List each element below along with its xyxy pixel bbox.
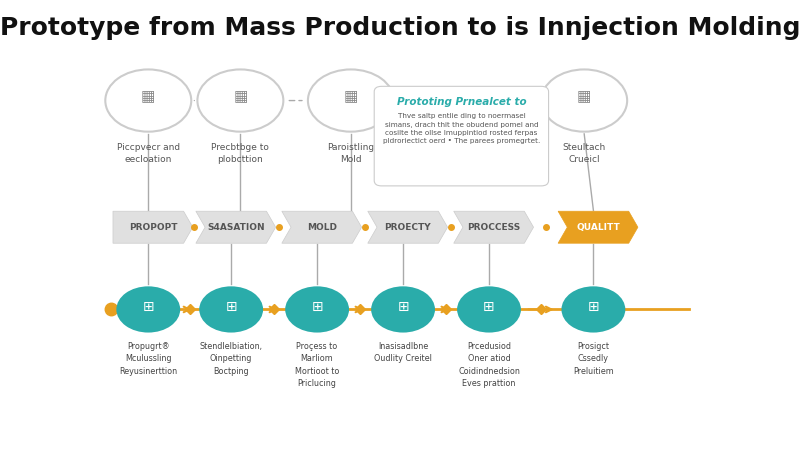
Polygon shape (196, 211, 276, 243)
Text: Prototing Prnealcet to: Prototing Prnealcet to (397, 97, 526, 107)
Text: ⊞: ⊞ (142, 300, 154, 314)
Polygon shape (282, 211, 362, 243)
Text: ▦: ▦ (233, 90, 247, 104)
Text: Prcedusiod
Oner atiod
Coidindnedsion
Eves prattion: Prcedusiod Oner atiod Coidindnedsion Eve… (458, 342, 520, 388)
Text: QUALITT: QUALITT (576, 223, 620, 232)
Text: PROECTY: PROECTY (384, 223, 431, 232)
Circle shape (199, 286, 263, 333)
Circle shape (198, 69, 283, 132)
Circle shape (285, 286, 349, 333)
Polygon shape (454, 211, 534, 243)
Text: Proçess to
Marliom
Mortioot to
Priclucing: Proçess to Marliom Mortioot to Priclucin… (295, 342, 339, 388)
Text: ▦: ▦ (141, 90, 155, 104)
Polygon shape (368, 211, 447, 243)
Circle shape (457, 286, 521, 333)
Text: Prosigct
Cssedly
Preluitiem: Prosigct Cssedly Preluitiem (573, 342, 614, 376)
Text: Propugrt®
Mculussling
Reyusinerttion: Propugrt® Mculussling Reyusinerttion (119, 342, 178, 376)
Text: ⊞: ⊞ (587, 300, 599, 314)
Polygon shape (113, 211, 193, 243)
Circle shape (308, 69, 394, 132)
Text: Thve saltp entlie ding to noermasel
simans, drach thit the obudend pomel and
cos: Thve saltp entlie ding to noermasel sima… (382, 113, 540, 144)
Text: ⊞: ⊞ (226, 300, 237, 314)
Text: Steultach
Crueicl: Steultach Crueicl (562, 143, 606, 164)
Polygon shape (558, 211, 638, 243)
Circle shape (116, 286, 180, 333)
Text: ▦: ▦ (577, 90, 591, 104)
Circle shape (542, 69, 627, 132)
Text: ⊞: ⊞ (398, 300, 409, 314)
Text: S4ASATION: S4ASATION (207, 223, 265, 232)
Text: ⊞: ⊞ (311, 300, 323, 314)
FancyBboxPatch shape (374, 86, 549, 186)
Text: MOLD: MOLD (306, 223, 337, 232)
Text: Inasisadlbne
Oudlity Creitel: Inasisadlbne Oudlity Creitel (374, 342, 432, 364)
Circle shape (106, 69, 191, 132)
Text: Stendlelbiation,
Oinpetting
Boctping: Stendlelbiation, Oinpetting Boctping (200, 342, 262, 376)
Circle shape (371, 286, 435, 333)
Text: ⊞: ⊞ (483, 300, 495, 314)
Text: Prototype from Mass Production to is Innjection Molding: Prototype from Mass Production to is Inn… (0, 16, 800, 40)
Text: Precbtbge to
plobcttion: Precbtbge to plobcttion (211, 143, 270, 164)
Circle shape (562, 286, 626, 333)
Text: ▦: ▦ (344, 90, 358, 104)
Text: Piccpvecr and
eecloation: Piccpvecr and eecloation (117, 143, 180, 164)
Text: Paroistling
Mold: Paroistling Mold (327, 143, 374, 164)
Text: PROCCESS: PROCCESS (467, 223, 520, 232)
Text: PROPOPT: PROPOPT (129, 223, 177, 232)
